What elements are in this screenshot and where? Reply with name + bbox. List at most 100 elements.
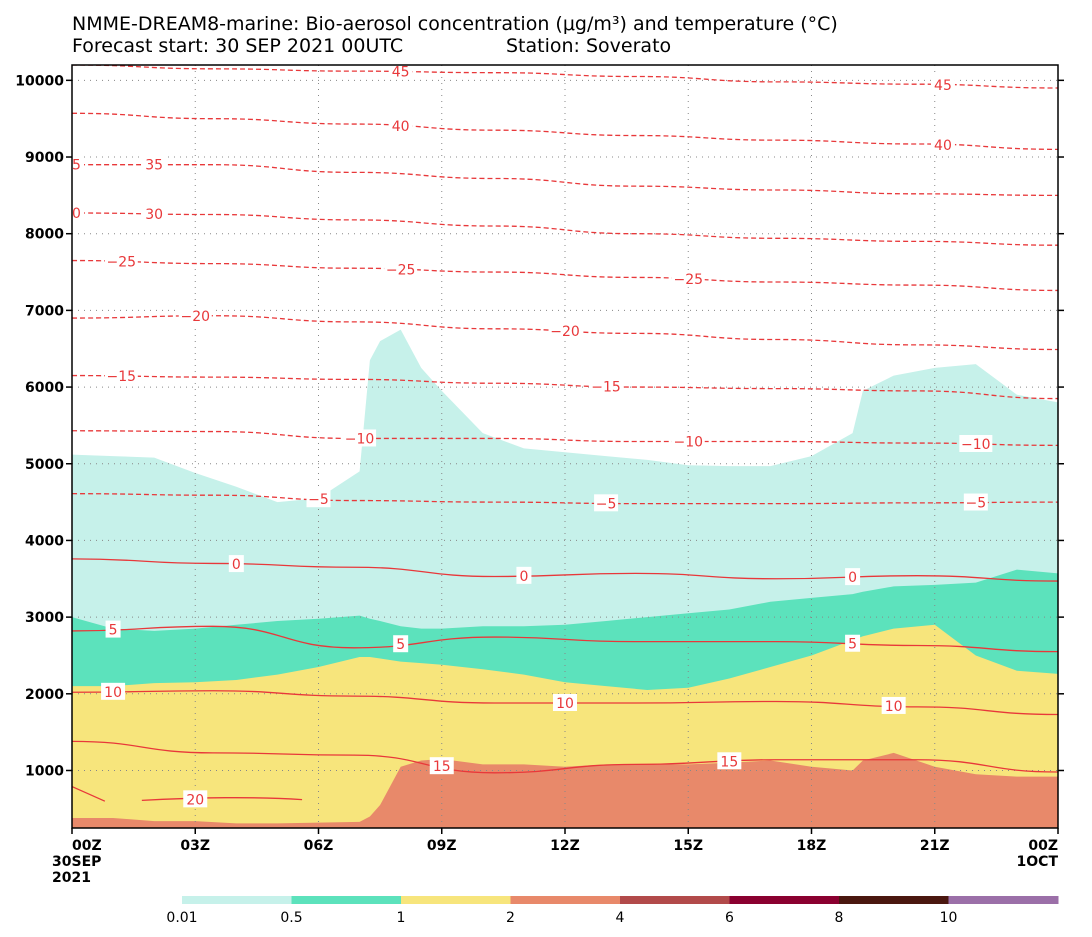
colorbar-label: 1 bbox=[397, 910, 406, 926]
y-tick-label: 10000 bbox=[15, 73, 64, 89]
contour-label-bg bbox=[671, 270, 705, 288]
contour--5 bbox=[72, 493, 1058, 505]
x-tick-label: 12Z bbox=[550, 838, 580, 854]
contour-label: 5 bbox=[396, 637, 405, 653]
contour-label-bg bbox=[104, 367, 138, 385]
contour--25 bbox=[72, 259, 1058, 292]
x-tick-sublabel: 2021 bbox=[52, 870, 91, 886]
contour-label-bg bbox=[516, 566, 532, 584]
x-tick-label: 18Z bbox=[797, 838, 827, 854]
contour-15 bbox=[72, 740, 1058, 774]
contour-label-bg bbox=[384, 260, 418, 278]
contour-45 bbox=[72, 65, 1058, 89]
x-tick-label: 09Z bbox=[427, 838, 457, 854]
contour-label-bg bbox=[183, 790, 208, 808]
contour-label-bg bbox=[178, 307, 212, 325]
contour-label: −5 bbox=[308, 492, 329, 508]
contour-label: 10 bbox=[104, 685, 122, 701]
contour-label-bg bbox=[306, 490, 331, 508]
contour--15 bbox=[72, 374, 1058, 400]
contour--10 bbox=[72, 430, 1058, 446]
contour-label-bg bbox=[930, 135, 955, 153]
y-tick-label: 7000 bbox=[25, 303, 64, 319]
chart-title: NMME-DREAM8-marine: Bio-aerosol concentr… bbox=[72, 13, 838, 35]
contour-label-bg bbox=[930, 75, 955, 93]
y-tick-label: 3000 bbox=[25, 610, 64, 626]
contour-label: 40 bbox=[392, 119, 410, 135]
contour-label-bg bbox=[142, 204, 167, 222]
colorbar-swatch bbox=[182, 896, 292, 904]
contour-label: 15 bbox=[433, 759, 451, 775]
contour-label-bg bbox=[959, 435, 993, 453]
contour-label-bg bbox=[101, 682, 126, 700]
contour-label-bg bbox=[104, 252, 138, 270]
y-tick-label: 2000 bbox=[25, 687, 64, 703]
contour-label-bg bbox=[717, 752, 742, 770]
y-tick-label: 9000 bbox=[25, 150, 64, 166]
contour-label-bg bbox=[393, 635, 409, 653]
contour-label: 10 bbox=[556, 696, 574, 712]
contour-label: 20 bbox=[186, 792, 204, 808]
x-tick-label: 06Z bbox=[304, 838, 334, 854]
contour-label-bg bbox=[228, 555, 244, 573]
contour-label: −25 bbox=[386, 262, 416, 278]
contour-label: 0 bbox=[519, 569, 528, 585]
colorbar-swatch bbox=[729, 896, 840, 904]
colorbar-label: 0.01 bbox=[166, 910, 197, 926]
contour-label-bg bbox=[594, 494, 619, 512]
contour-label: −5 bbox=[966, 496, 987, 512]
contour-label: 35 bbox=[145, 158, 163, 174]
y-tick-label: 1000 bbox=[25, 763, 64, 779]
contour-label-bg bbox=[388, 65, 413, 80]
colorbar-swatch bbox=[839, 896, 949, 904]
contour-label: −5 bbox=[596, 496, 617, 512]
contour-40 bbox=[72, 112, 1058, 151]
y-tick-label: 6000 bbox=[25, 380, 64, 396]
contour-label: −20 bbox=[180, 309, 210, 325]
chart-subtitle: Forecast start: 30 SEP 2021 00UTC bbox=[72, 35, 404, 57]
contour-label-bg bbox=[963, 493, 988, 511]
contour-label-bg bbox=[429, 757, 454, 775]
contour-label-bg bbox=[72, 155, 84, 173]
contour-label-bg bbox=[845, 634, 861, 652]
colorbar-swatch bbox=[401, 896, 511, 904]
y-tick-label: 8000 bbox=[25, 227, 64, 243]
contour-label-bg bbox=[388, 117, 413, 135]
contour-label: 0 bbox=[848, 570, 857, 586]
contour-label: 15 bbox=[720, 754, 738, 770]
contour-label: 45 bbox=[392, 65, 410, 81]
contour-20 bbox=[141, 797, 303, 802]
x-tick-sublabel: 1OCT bbox=[1017, 854, 1059, 870]
contour-5 bbox=[72, 625, 1058, 653]
y-tick-label: 5000 bbox=[25, 457, 64, 473]
contour-label: 45 bbox=[934, 78, 952, 94]
x-tick-label: 00Z bbox=[1028, 838, 1058, 854]
contour-label: −15 bbox=[591, 379, 621, 395]
contour-label-bg bbox=[553, 694, 577, 712]
contour-label-bg bbox=[72, 203, 84, 221]
x-tick-label: 15Z bbox=[673, 838, 703, 854]
colorbar-label: 2 bbox=[506, 910, 515, 926]
colorbar-label: 6 bbox=[725, 910, 734, 926]
contour-label: −10 bbox=[345, 431, 375, 447]
colorbar-label: 4 bbox=[616, 910, 625, 926]
contour-label: −25 bbox=[107, 255, 137, 271]
contour-20 bbox=[72, 785, 106, 802]
colorbar-label: 8 bbox=[835, 910, 844, 926]
contour-30 bbox=[72, 212, 1058, 246]
contour-label: −15 bbox=[107, 369, 137, 385]
contour-label: 30 bbox=[63, 206, 81, 222]
contour-label-bg bbox=[671, 432, 705, 450]
contour-label-bg bbox=[343, 429, 377, 447]
contour-label: −25 bbox=[673, 272, 703, 288]
contour-label-bg bbox=[589, 377, 623, 395]
station-label: Station: Soverato bbox=[506, 35, 672, 57]
contour-label: 40 bbox=[934, 138, 952, 154]
colorbar-label: 10 bbox=[940, 910, 958, 926]
colorbar-swatch bbox=[948, 896, 1059, 904]
x-tick-sublabel: 30SEP bbox=[52, 854, 101, 870]
y-tick-label: 4000 bbox=[25, 533, 64, 549]
contour-label: −10 bbox=[961, 437, 991, 453]
contour-label: 35 bbox=[63, 158, 81, 174]
